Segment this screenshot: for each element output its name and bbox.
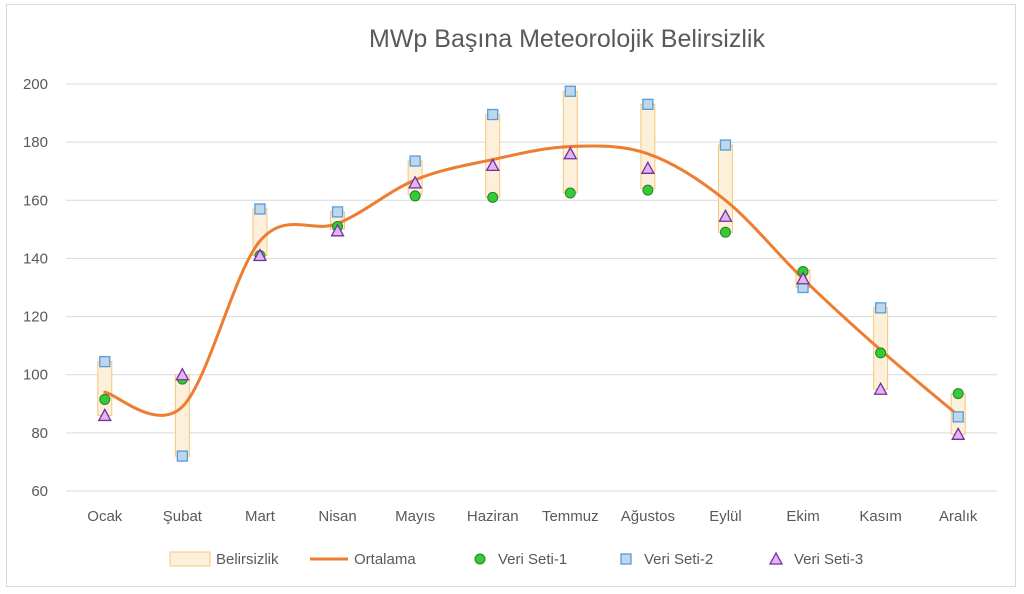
- gridlines: [66, 83, 997, 492]
- marker-square: [99, 355, 111, 368]
- x-tick-label: Ekim: [786, 508, 819, 525]
- legend-label: Veri Seti-2: [644, 551, 713, 568]
- x-tick-label: Ocak: [87, 508, 123, 525]
- y-tick-label: 200: [23, 76, 48, 93]
- x-tick-label: Kasım: [859, 508, 902, 525]
- marker-triangle: [485, 158, 500, 172]
- marker-triangle: [97, 408, 112, 422]
- marker-circle: [409, 190, 421, 202]
- x-tick-label: Eylül: [709, 508, 742, 525]
- marker-circle: [99, 393, 111, 405]
- legend-label: Ortalama: [354, 551, 416, 568]
- marker-circle: [564, 187, 576, 199]
- uncertainty-bar: [640, 103, 656, 190]
- y-tick-label: 80: [31, 425, 48, 442]
- legend-label: Veri Seti-3: [794, 551, 863, 568]
- x-tick-label: Şubat: [163, 508, 203, 525]
- marker-triangle: [330, 223, 345, 237]
- chart-title: MWp Başına Meteorolojik Belirsizlik: [369, 25, 765, 53]
- x-tick-label: Haziran: [467, 508, 519, 525]
- x-tick-labels: Ocak Şubat Mart Nisan Mayıs Haziran Temmuz Ağus…: [87, 508, 978, 525]
- legend-swatch-square: [620, 553, 632, 565]
- scatter-markers: [97, 85, 966, 462]
- uncertainty-bars: [97, 90, 966, 457]
- legend-item: Veri Seti-1: [474, 551, 567, 568]
- marker-square: [176, 450, 189, 462]
- marker-circle: [487, 191, 499, 203]
- y-tick-label: 120: [23, 309, 48, 326]
- average-line-path: [103, 144, 960, 417]
- uncertainty-bar: [562, 90, 578, 194]
- marker-triangle: [873, 381, 888, 395]
- y-tick-label: 140: [23, 250, 48, 267]
- legend-label: Veri Seti-1: [498, 551, 567, 568]
- marker-triangle: [563, 146, 578, 160]
- marker-square: [487, 108, 499, 121]
- chart-frame: [6, 4, 1016, 587]
- marker-triangle: [408, 175, 423, 189]
- legend-label: Belirsizlik: [216, 551, 279, 568]
- legend-item: Veri Seti-2: [620, 551, 713, 568]
- uncertainty-bar: [97, 361, 113, 416]
- marker-square: [564, 85, 576, 97]
- legend-item: Ortalama: [310, 551, 416, 568]
- marker-triangle: [640, 160, 655, 174]
- uncertainty-bar: [174, 374, 190, 457]
- marker-square: [719, 139, 732, 151]
- marker-triangle: [718, 208, 733, 222]
- marker-circle: [642, 184, 654, 196]
- marker-square: [331, 206, 344, 218]
- marker-triangle: [252, 248, 268, 262]
- marker-square: [642, 98, 654, 110]
- x-tick-label: Nisan: [318, 508, 356, 525]
- x-tick-label: Mart: [245, 508, 276, 525]
- x-tick-label: Temmuz: [542, 508, 599, 525]
- legend-item: Belirsizlik: [169, 551, 279, 568]
- marker-triangle: [951, 426, 966, 440]
- x-tick-label: Aralık: [939, 508, 978, 525]
- uncertainty-bar: [485, 114, 501, 198]
- marker-square: [254, 203, 266, 215]
- marker-circle: [952, 388, 964, 400]
- legend-swatch-range: [169, 551, 211, 567]
- legend-swatch-circle: [474, 553, 486, 565]
- marker-circle: [719, 226, 731, 238]
- marker-square: [409, 155, 421, 167]
- y-tick-labels: 60 80 100 120 140 160 180 200: [23, 76, 48, 500]
- legend-swatch-triangle: [768, 551, 784, 565]
- y-tick-label: 60: [31, 483, 48, 500]
- legend-item: Veri Seti-3: [768, 551, 863, 568]
- average-line: [103, 144, 960, 417]
- y-tick-label: 160: [23, 192, 48, 209]
- marker-square: [952, 411, 964, 423]
- y-tick-label: 180: [23, 134, 48, 151]
- x-tick-label: Mayıs: [395, 508, 435, 525]
- marker-square: [874, 302, 887, 314]
- marker-triangle: [795, 271, 811, 285]
- marker-triangle: [175, 367, 190, 381]
- legend: Belirsizlik Ortalama Veri Seti-1 Veri Seti-…: [169, 551, 863, 568]
- y-tick-label: 100: [23, 367, 48, 384]
- marker-circle: [875, 347, 887, 359]
- x-tick-label: Ağustos: [621, 508, 675, 525]
